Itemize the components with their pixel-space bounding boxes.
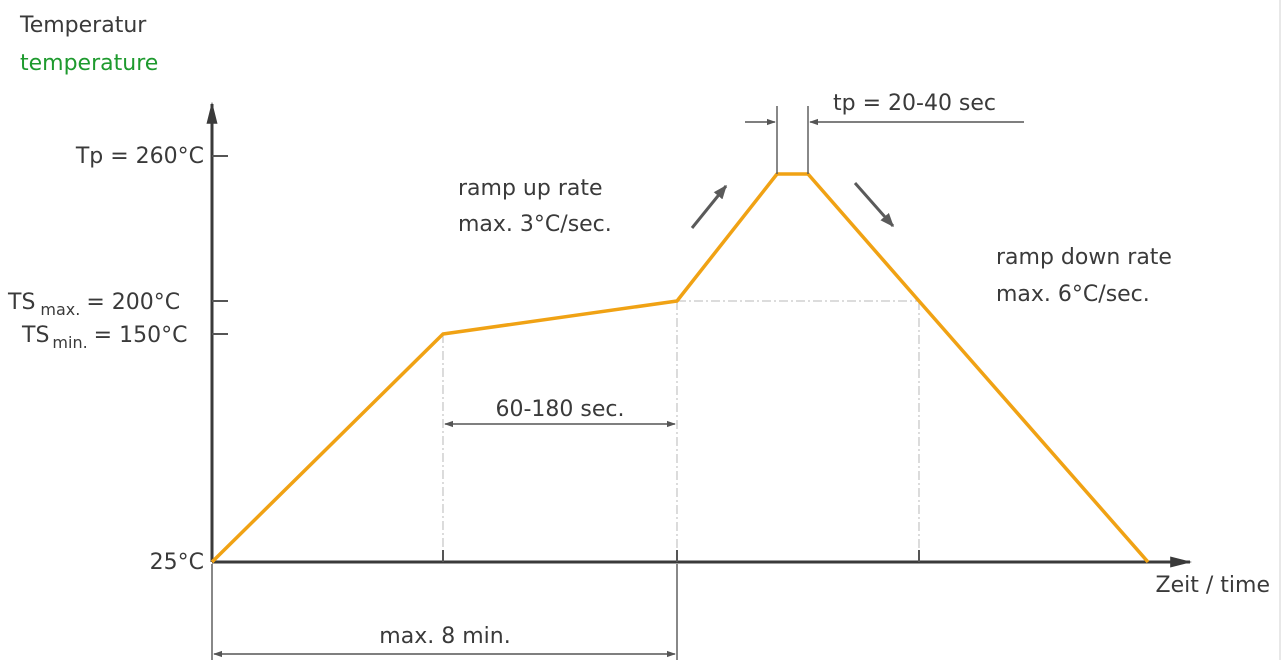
x-ticks <box>442 550 920 562</box>
tsmin-tail: = 150°C <box>94 323 188 348</box>
y-axis-title: Temperatur <box>19 13 147 38</box>
guide-lines <box>442 300 920 560</box>
total-time-dimension <box>211 564 678 660</box>
ramp-up-label-1: ramp up rate <box>458 176 603 201</box>
soak-label: 60-180 sec. <box>495 397 624 422</box>
x-axis-title: Zeit / time <box>1156 573 1270 598</box>
y-ticks <box>212 155 228 335</box>
tsmax-sub: max. <box>40 300 80 319</box>
reflow-profile-line <box>210 172 1150 564</box>
y-tick-label-tsmax: TS max. = 200°C <box>7 290 180 319</box>
tsmax-tail: = 200°C <box>86 290 180 315</box>
tsmax-main: TS <box>7 290 35 315</box>
ramp-down-label-2: max. 6°C/sec. <box>996 282 1150 307</box>
ramp-up-label-2: max. 3°C/sec. <box>458 212 612 237</box>
total-time-label: max. 8 min. <box>379 624 510 649</box>
y-tick-label-tsmin: TS min. = 150°C <box>21 323 187 352</box>
y-tick-label-25: 25°C <box>150 550 204 575</box>
ramp-up-arrow <box>690 184 728 229</box>
y-tick-label-tp: Tp = 260°C <box>75 144 204 169</box>
tsmin-sub: min. <box>52 333 87 352</box>
tsmin-main: TS <box>21 323 49 348</box>
ramp-down-label-1: ramp down rate <box>996 245 1172 270</box>
y-axis-title-en: temperature <box>20 51 158 76</box>
peak-time-label: tp = 20-40 sec <box>833 91 996 116</box>
peak-time-dimension <box>745 106 1024 174</box>
ramp-down-arrow <box>853 182 895 228</box>
